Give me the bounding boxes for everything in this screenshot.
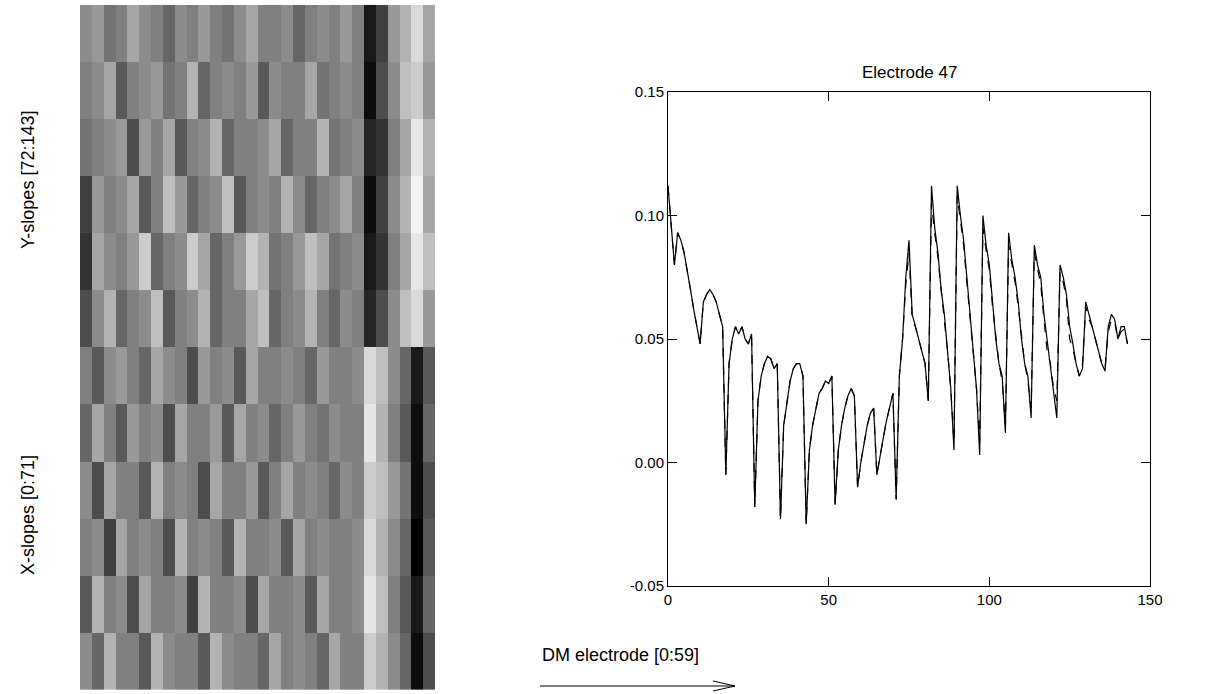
svg-text:0: 0 [664, 591, 672, 608]
svg-text:100: 100 [977, 591, 1002, 608]
svg-text:50: 50 [820, 591, 837, 608]
svg-text:0.05: 0.05 [635, 330, 664, 347]
svg-text:0.15: 0.15 [635, 83, 664, 100]
svg-text:0.00: 0.00 [635, 454, 664, 471]
svg-text:DM electrode [0:59]: DM electrode [0:59] [542, 645, 699, 665]
svg-text:X-slopes [0:71]: X-slopes [0:71] [18, 455, 38, 575]
svg-text:-0.05: -0.05 [630, 577, 664, 594]
svg-text:0.10: 0.10 [635, 207, 664, 224]
svg-text:Y-slopes [72:143]: Y-slopes [72:143] [18, 111, 38, 249]
svg-text:150: 150 [1137, 591, 1162, 608]
svg-text:Electrode 47: Electrode 47 [862, 63, 957, 82]
